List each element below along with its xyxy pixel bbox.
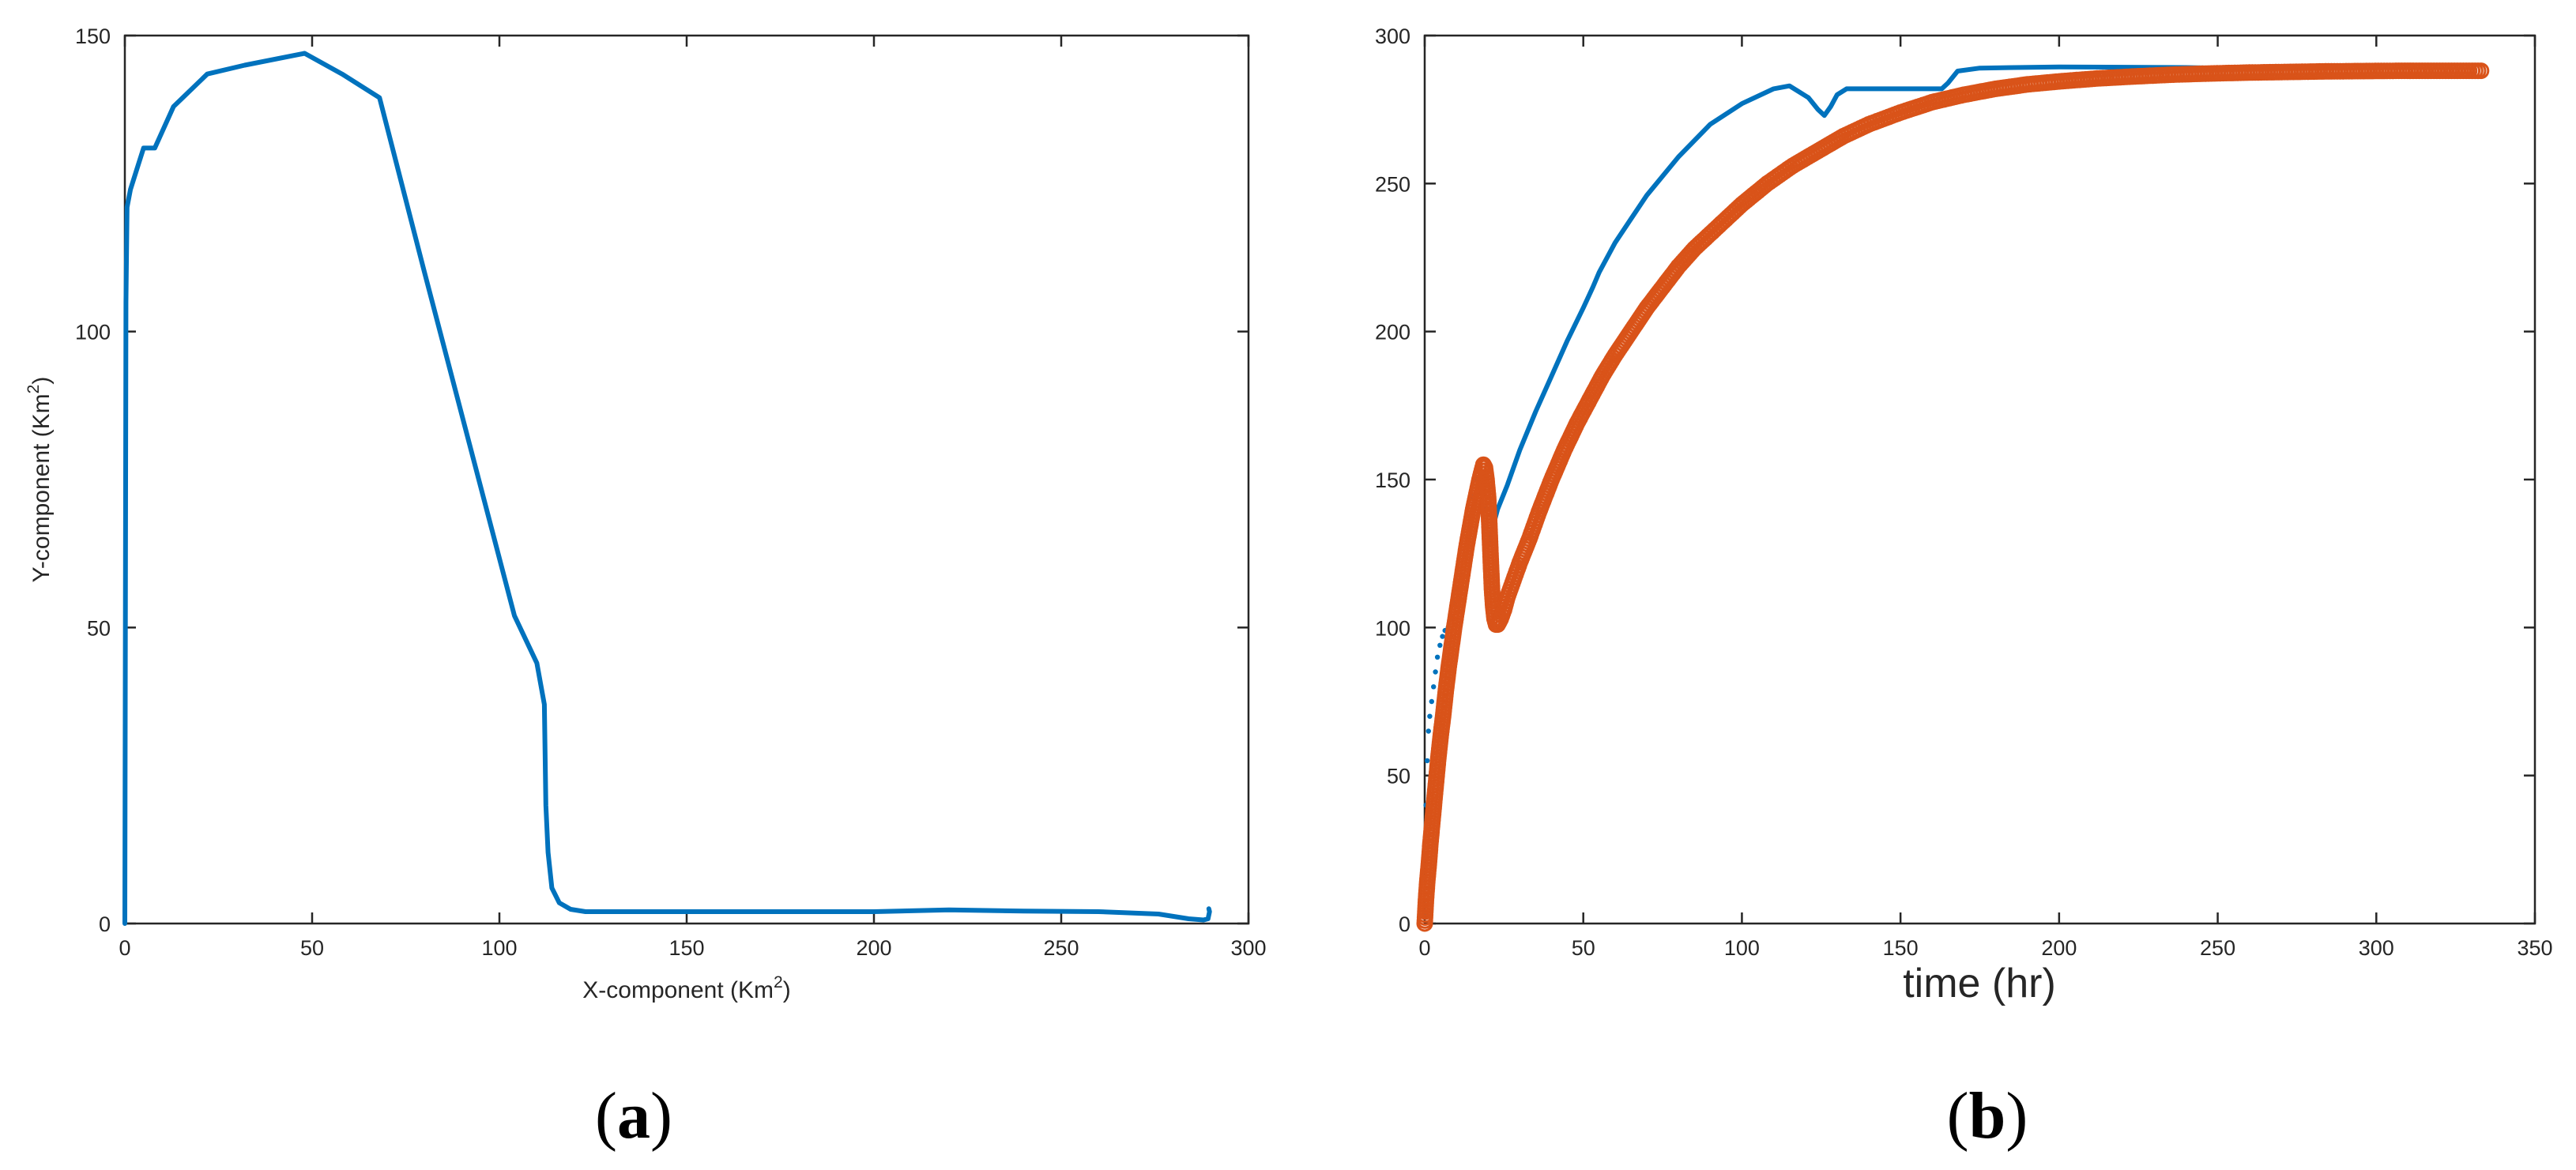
x-tick-label: 200 (856, 936, 891, 960)
y-tick-label: 200 (1375, 321, 1410, 344)
x-tick-label: 100 (1724, 936, 1760, 960)
x-tick-label: 150 (668, 936, 704, 960)
x-tick-label: 50 (1572, 936, 1595, 960)
axis-ticks-a: 0 50 100 150 200 250 300 0 50 100 150 (75, 24, 1267, 960)
data-marks-a (122, 51, 1212, 926)
x-tick-label: 350 (2517, 936, 2552, 960)
x-tick-label: 250 (2200, 936, 2235, 960)
data-point (1431, 684, 1437, 690)
x-tick-label: 150 (1883, 936, 1919, 960)
data-marks-b (1416, 62, 2490, 932)
x-tick-label: 0 (1418, 936, 1430, 960)
y-tick-label: 100 (1375, 616, 1410, 640)
data-point (1440, 634, 1445, 639)
y-tick-label: 250 (1375, 172, 1410, 196)
y-tick-label: 150 (75, 24, 111, 48)
y-tick-label: 50 (1387, 765, 1410, 788)
panel-label-b: (b) (1947, 1079, 2028, 1153)
data-point (1437, 642, 1443, 648)
x-tick-label: 300 (1230, 936, 1266, 960)
x-tick-label: 50 (300, 936, 324, 960)
data-point (1427, 713, 1433, 719)
y-tick-label: 100 (75, 321, 111, 344)
data-point (1425, 758, 1430, 764)
x-tick-label: 100 (481, 936, 517, 960)
axis-ticks-b: 0 50 100 150 200 250 300 350 0 50 100 150 200 250 300 (1375, 24, 2553, 960)
chart-panel-a: 0 50 100 150 200 250 300 0 50 100 150 X-component … (24, 24, 1267, 1153)
y-tick-label: 300 (1375, 24, 1410, 48)
data-point (1433, 669, 1438, 675)
series-line (1486, 64, 2344, 547)
x-tick-label: 250 (1043, 936, 1079, 960)
panel-label-a: (a) (595, 1079, 672, 1153)
x-axis-label-b: time (hr) (1903, 961, 2056, 1006)
y-tick-label: 150 (1375, 468, 1410, 492)
data-point (1429, 698, 1435, 705)
y-tick-label: 0 (1399, 912, 1410, 936)
y-tick-label: 50 (87, 616, 111, 640)
x-tick-label: 300 (2359, 936, 2394, 960)
chart-panel-b: 0 50 100 150 200 250 300 350050100150200250300 … (1375, 24, 2553, 1153)
data-point (2472, 62, 2490, 80)
x-tick-label: 200 (2041, 936, 2077, 960)
y-axis-label-a: Y-component (Km2) (24, 377, 55, 583)
x-tick-label: 0 (119, 936, 130, 960)
plot-area-a (123, 34, 1250, 925)
series-line (122, 51, 1212, 926)
plot-area-b (1423, 34, 2536, 925)
data-point (1434, 654, 1441, 660)
x-axis-label-a: X-component (Km2) (582, 973, 790, 1003)
data-point (1425, 728, 1432, 734)
y-tick-label: 0 (99, 912, 111, 936)
